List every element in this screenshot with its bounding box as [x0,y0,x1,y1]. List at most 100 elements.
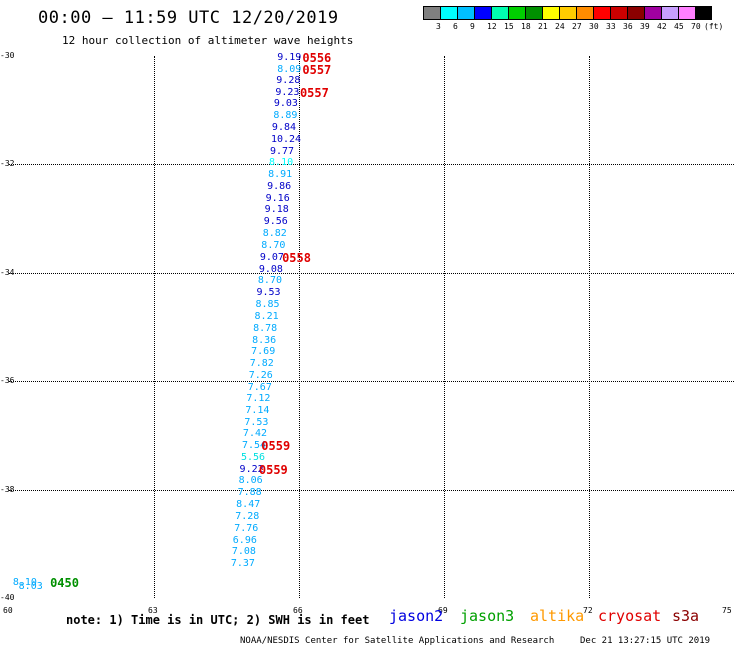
color-swatch [695,6,712,20]
grid-line-lat [9,272,734,274]
wave-height-value: 7.69 [251,345,276,357]
wave-height-value: 8.10 [269,157,294,169]
color-swatch [644,6,661,20]
wave-height-value: 9.22 [239,464,264,476]
color-swatch [610,6,627,20]
wave-height-value: 8.47 [236,499,261,511]
color-scale-label: 36 [623,22,633,31]
wave-height-value: 8.21 [254,310,279,322]
wave-height-value: 5.56 [241,452,266,464]
color-scale-label: 70 [691,22,701,31]
wave-height-value: 9.16 [265,193,290,205]
wave-height-value: 7.08 [231,546,256,558]
time-label: 0558 [282,250,311,265]
footer-credit: NOAA/NESDIS Center for Satellite Applica… [240,636,555,646]
color-scale-label: 30 [589,22,599,31]
lat-tick-label: -36 [0,376,15,386]
note-text: note: 1) Time is in UTC; 2) SWH is in fe… [66,613,370,627]
color-swatch [457,6,474,20]
color-scale-label: 24 [555,22,565,31]
wave-height-value: 9.23 [275,86,300,98]
color-scale-label: 21 [538,22,548,31]
wave-height-value: 9.53 [256,287,281,299]
wave-height-value: 9.84 [271,122,297,134]
grid-line-lon [589,56,590,598]
color-swatch [474,6,491,20]
legend-entry-jason2: jason2 [389,607,444,625]
wave-height-value: 7.76 [234,522,259,534]
color-scale-label: 42 [657,22,667,31]
color-swatch [559,6,576,20]
wave-height-value: 8.09 [277,63,302,75]
color-swatch [440,6,457,20]
lat-tick-label: -34 [0,267,15,277]
wave-height-value: 8.70 [261,240,286,252]
lon-tick-label: 72 [583,606,593,615]
legend-entry-jason3: jason3 [460,607,515,625]
wave-height-value: 10.24 [270,134,302,145]
color-scale-label: 6 [453,22,458,31]
color-swatch [576,6,593,20]
wave-height-value: 8.89 [273,110,298,122]
wave-height-value: 7.14 [245,405,270,416]
wave-height-value: 9.56 [263,216,288,228]
lon-tick-label: 60 [3,606,13,615]
color-scale-label: 33 [606,22,616,31]
time-label: 0559 [261,439,291,454]
wave-height-value: 7.82 [249,357,274,369]
wave-height-value: 7.28 [235,511,260,523]
wave-height-value: 8.78 [253,322,278,334]
wave-height-value: 9.19 [277,51,302,63]
color-scale-label: 9 [470,22,475,31]
wave-height-value: 8.91 [268,169,293,181]
grid-line-lon [154,56,155,598]
wave-height-value: 7.88 [237,487,262,499]
wave-height-value: 7.54 [241,440,267,452]
wave-height-value: 6.96 [232,534,257,546]
lat-tick-label: -32 [0,159,15,169]
color-swatch [627,6,644,20]
grid-line-lon [299,56,300,598]
wave-height-value: 8.70 [257,275,282,287]
wave-height-value: 7.67 [247,381,272,393]
wave-height-value: 7.12 [246,393,271,405]
wave-height-value: 9.86 [267,181,292,193]
color-scale-label: 45 [674,22,684,31]
lon-tick-label: 69 [438,606,448,615]
wave-height-value: 7.37 [230,558,255,570]
grid-line-lat [9,381,734,383]
lon-tick-label: 66 [293,606,303,615]
color-swatch [508,6,525,20]
color-swatch [678,6,695,20]
wave-height-value: 7.42 [242,428,268,440]
color-scale-label: 27 [572,22,582,31]
legend-entry-altika: altika [530,607,585,625]
footer-timestamp: Dec 21 13:27:15 UTC 2019 [580,636,711,646]
grid-line-lat [9,164,734,166]
legend-entry-s3a: s3a [672,607,700,625]
wave-height-value: 9.08 [258,263,283,275]
color-swatch [593,6,610,20]
time-label: 0559 [258,463,288,478]
wave-height-value: 9.77 [270,145,295,157]
color-scale-label: 15 [504,22,514,31]
wave-height-value: 8.82 [262,228,287,240]
time-label: 0557 [299,85,329,100]
wave-height-value: 7.53 [244,416,269,428]
color-swatch [491,6,508,20]
wave-height-value: 9.07 [259,251,284,263]
wave-height-value: 8.06 [238,475,263,487]
map-plot: -30 -32 -34 -36 -38 -40 60 63 66 69 72 75 9.19 8.09 9.… [0,51,734,615]
time-label: 0556 [302,50,332,65]
color-scale-label: (ft) [704,22,724,31]
map-title: 00:00 — 11:59 UTC 12/20/2019 [38,8,339,28]
wave-height-value: 9.28 [276,74,301,86]
color-swatch [661,6,678,20]
color-swatch [423,6,440,20]
color-scale-label: 39 [640,22,650,31]
legend-entry-cryosat: cryosat [598,607,662,625]
wave-height-value: 8.10 [12,576,37,588]
lat-tick-label: -38 [0,484,15,494]
wave-height-value: 8.85 [255,298,280,310]
wave-height-value: 9.18 [264,204,289,216]
